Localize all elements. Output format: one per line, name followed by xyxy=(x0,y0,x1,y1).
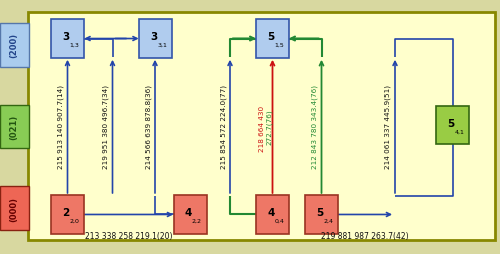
FancyBboxPatch shape xyxy=(256,20,289,58)
Text: 1,5: 1,5 xyxy=(274,42,284,47)
Text: (200): (200) xyxy=(10,33,18,58)
Text: 3: 3 xyxy=(150,32,157,42)
Text: 213 338 258 219.1(20): 213 338 258 219.1(20) xyxy=(85,231,172,240)
Text: 272.7(76): 272.7(76) xyxy=(266,109,272,145)
FancyBboxPatch shape xyxy=(305,196,338,234)
Text: 215 854 572 224.0(77): 215 854 572 224.0(77) xyxy=(220,85,227,169)
FancyBboxPatch shape xyxy=(28,13,495,240)
Text: 4: 4 xyxy=(268,207,274,217)
FancyBboxPatch shape xyxy=(174,196,206,234)
Text: 5: 5 xyxy=(448,118,454,128)
FancyBboxPatch shape xyxy=(0,24,28,67)
Text: 4: 4 xyxy=(185,207,192,217)
Text: 5: 5 xyxy=(316,207,324,217)
FancyBboxPatch shape xyxy=(138,20,172,58)
FancyBboxPatch shape xyxy=(0,105,28,149)
FancyBboxPatch shape xyxy=(0,187,28,230)
Text: 4,1: 4,1 xyxy=(454,129,464,134)
Text: 2: 2 xyxy=(62,207,70,217)
Text: 2,2: 2,2 xyxy=(192,218,202,223)
Text: (021): (021) xyxy=(10,114,18,140)
Text: 0,4: 0,4 xyxy=(274,218,284,223)
FancyBboxPatch shape xyxy=(51,20,84,58)
Text: 212 843 780 343.4(76): 212 843 780 343.4(76) xyxy=(312,85,318,169)
FancyBboxPatch shape xyxy=(51,196,84,234)
Text: 2,4: 2,4 xyxy=(324,218,334,223)
Text: 3: 3 xyxy=(62,32,70,42)
Text: 218 664 430: 218 664 430 xyxy=(259,103,265,151)
Text: 219 881 987 263.7(42): 219 881 987 263.7(42) xyxy=(322,231,409,240)
Text: 1,3: 1,3 xyxy=(70,42,80,47)
Text: 214 566 639 878.8(36): 214 566 639 878.8(36) xyxy=(145,85,152,169)
FancyBboxPatch shape xyxy=(256,196,289,234)
Text: 2,0: 2,0 xyxy=(70,218,80,223)
Text: 214 061 337 445.9(51): 214 061 337 445.9(51) xyxy=(385,85,391,169)
FancyBboxPatch shape xyxy=(436,107,469,145)
Text: 5: 5 xyxy=(268,32,274,42)
Text: (000): (000) xyxy=(10,196,18,221)
Text: 215 913 140 907.7(14): 215 913 140 907.7(14) xyxy=(58,85,64,169)
Text: 219 951 380 496.7(34): 219 951 380 496.7(34) xyxy=(102,85,109,169)
Text: 3,1: 3,1 xyxy=(157,42,167,47)
